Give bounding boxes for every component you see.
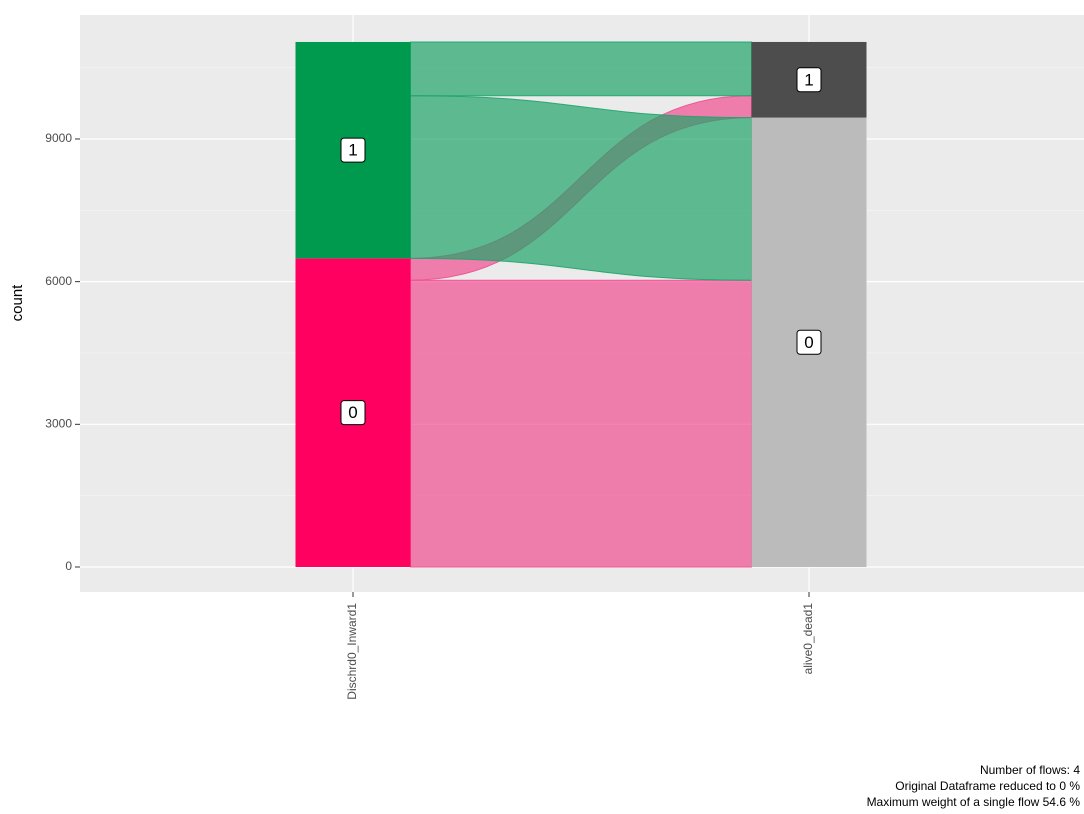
caption: Maximum weight of a single flow 54.6 %	[867, 795, 1081, 809]
flow	[410, 279, 752, 568]
flow	[410, 95, 752, 281]
label-box	[340, 137, 366, 163]
stratum-label: 0	[804, 333, 813, 352]
stratum-label: 0	[348, 403, 357, 422]
stratum-label: 1	[804, 70, 813, 89]
y-axis-label: count	[9, 284, 26, 322]
flow	[410, 41, 752, 97]
x-tick-label: alive0_dead1	[801, 603, 815, 675]
y-tick-label: 3000	[45, 416, 72, 430]
caption: Original Dataframe reduced to 0 %	[895, 779, 1080, 793]
label-box	[796, 329, 822, 355]
stratum-label: 1	[348, 141, 357, 160]
y-tick-label: 6000	[45, 274, 72, 288]
y-tick-label: 9000	[45, 131, 72, 145]
y-tick-label: 0	[65, 559, 72, 573]
x-tick-label: Dischrd0_Inward1	[345, 603, 359, 700]
label-box	[340, 400, 366, 426]
caption: Number of flows: 4	[980, 763, 1080, 777]
label-box	[796, 67, 822, 93]
